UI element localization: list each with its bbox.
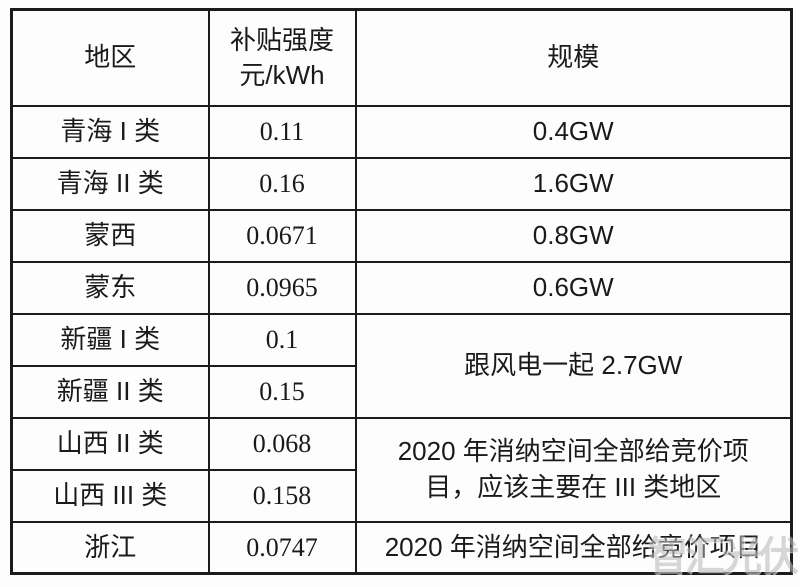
subsidy-cell: 0.158 — [207, 468, 357, 523]
region-cell: 浙江 — [10, 520, 210, 575]
table-row: 山西 II 类 0.068 2020 年消纳空间全部给竞价项 目，应该主要在 I… — [10, 416, 793, 523]
subsidy-cell: 0.0965 — [207, 260, 357, 315]
table-row: 蒙东 0.0965 0.6GW — [10, 260, 793, 315]
subsidy-cell: 0.16 — [207, 156, 357, 211]
region-cell: 青海 I 类 — [10, 104, 210, 159]
subsidy-cell: 0.0747 — [207, 520, 357, 575]
table-row: 新疆 I 类 0.1 跟风电一起 2.7GW — [10, 312, 793, 419]
subsidy-cell: 0.15 — [207, 364, 357, 419]
table-row: 青海 I 类 0.11 0.4GW — [10, 104, 793, 159]
table-header-row: 地区 补贴强度 元/kWh 规模 — [10, 8, 793, 107]
region-cell: 新疆 II 类 — [10, 364, 210, 419]
region-cell: 蒙西 — [10, 208, 210, 263]
region-cell: 青海 II 类 — [10, 156, 210, 211]
region-cell: 新疆 I 类 — [10, 312, 210, 367]
subsidy-cell: 0.0671 — [207, 208, 357, 263]
subsidy-cell: 0.1 — [207, 312, 357, 367]
region-cell: 蒙东 — [10, 260, 210, 315]
scale-cell-merged-shanxi: 2020 年消纳空间全部给竞价项 目，应该主要在 III 类地区 — [354, 416, 793, 523]
subsidy-cell: 0.11 — [207, 104, 357, 159]
header-scale: 规模 — [354, 8, 793, 107]
region-cell: 山西 III 类 — [10, 468, 210, 523]
table-row: 新疆 II 类 0.15 — [10, 364, 792, 419]
scale-cell: 0.6GW — [354, 260, 793, 315]
scale-cell: 0.4GW — [354, 104, 793, 159]
table-row: 青海 II 类 0.16 1.6GW — [10, 156, 793, 211]
scale-cell: 2020 年消纳空间全部给竞价项目 — [354, 520, 793, 575]
header-subsidy: 补贴强度 元/kWh — [207, 8, 357, 107]
header-region: 地区 — [10, 8, 210, 107]
subsidy-table: 地区 补贴强度 元/kWh 规模 青海 I 类 0.11 0.4GW 青海 II… — [10, 8, 793, 575]
scale-cell: 1.6GW — [354, 156, 793, 211]
table-row: 山西 III 类 0.158 — [10, 468, 792, 523]
region-cell: 山西 II 类 — [10, 416, 210, 471]
table-row: 浙江 0.0747 2020 年消纳空间全部给竞价项目 — [10, 520, 793, 575]
scale-cell: 0.8GW — [354, 208, 793, 263]
table-row: 蒙西 0.0671 0.8GW — [10, 208, 793, 263]
subsidy-cell: 0.068 — [207, 416, 357, 471]
scale-cell-merged-xinjiang: 跟风电一起 2.7GW — [354, 312, 793, 419]
